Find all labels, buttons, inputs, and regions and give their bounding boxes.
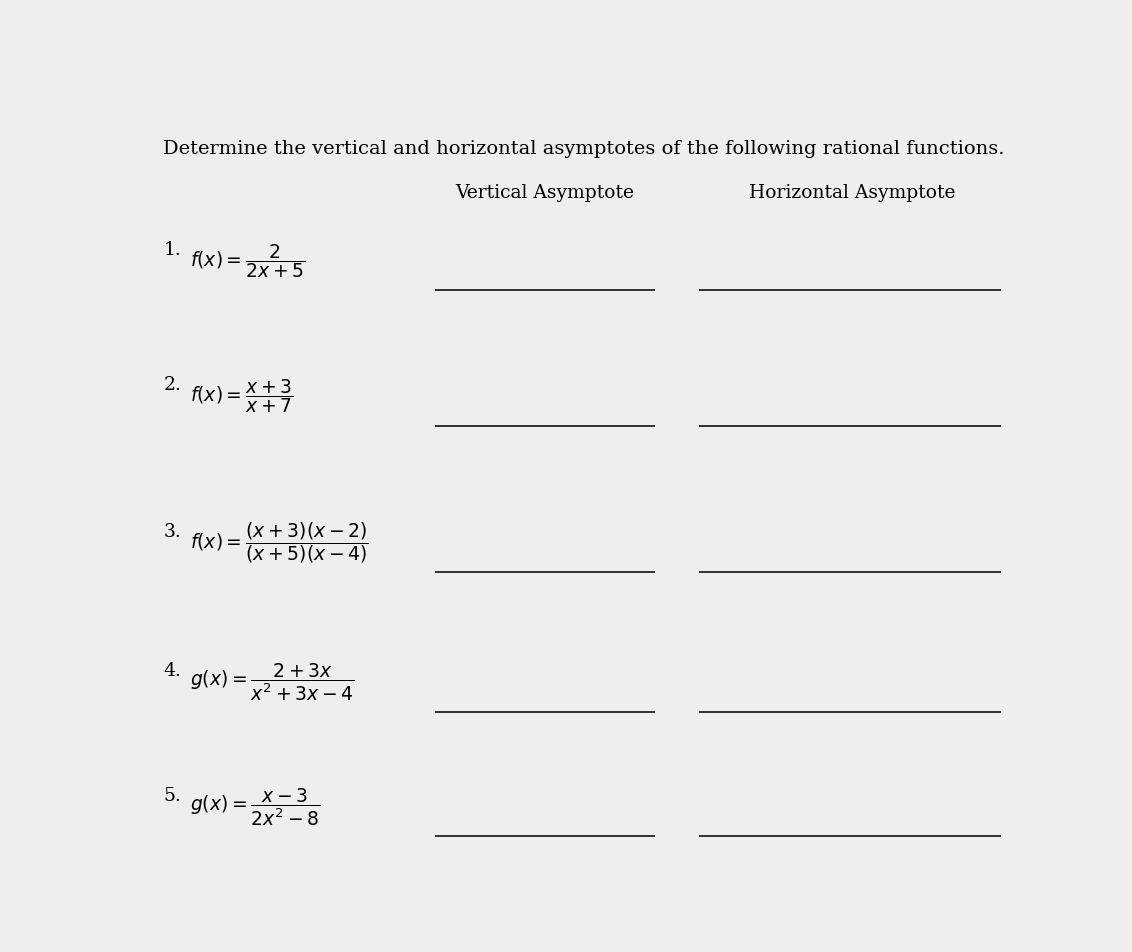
Text: 4.: 4. xyxy=(163,663,181,681)
Text: 1.: 1. xyxy=(163,241,181,259)
Text: $g(x) = \dfrac{2+3x}{x^2+3x-4}$: $g(x) = \dfrac{2+3x}{x^2+3x-4}$ xyxy=(190,662,354,703)
Text: 3.: 3. xyxy=(163,523,181,541)
Text: $f(x) = \dfrac{2}{2x+5}$: $f(x) = \dfrac{2}{2x+5}$ xyxy=(190,242,305,280)
Text: $f(x) = \dfrac{x+3}{x+7}$: $f(x) = \dfrac{x+3}{x+7}$ xyxy=(190,378,293,415)
Text: Determine the vertical and horizontal asymptotes of the following rational funct: Determine the vertical and horizontal as… xyxy=(163,140,1005,158)
Text: Vertical Asymptote: Vertical Asymptote xyxy=(455,184,635,202)
Text: 2.: 2. xyxy=(163,376,181,394)
Text: $g(x) = \dfrac{x-3}{2x^2-8}$: $g(x) = \dfrac{x-3}{2x^2-8}$ xyxy=(190,786,320,827)
Text: $f(x) = \dfrac{(x+3)(x-2)}{(x+5)(x-4)}$: $f(x) = \dfrac{(x+3)(x-2)}{(x+5)(x-4)}$ xyxy=(190,521,368,565)
Text: Horizontal Asymptote: Horizontal Asymptote xyxy=(749,184,955,202)
Text: 5.: 5. xyxy=(163,787,181,805)
